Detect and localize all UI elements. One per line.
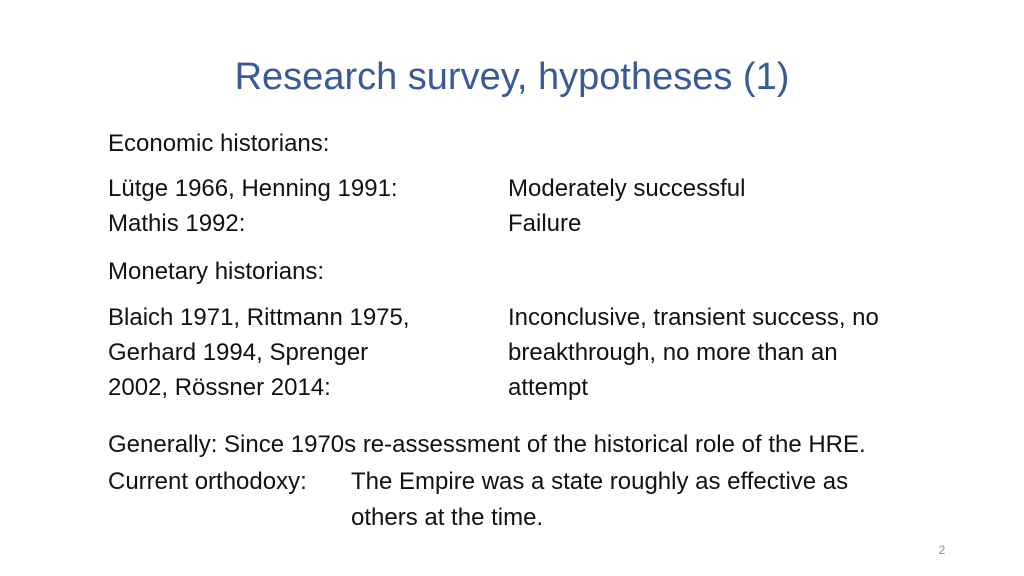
monetary-authors-line-1: Blaich 1971, Rittmann 1975, [108,304,410,331]
economic-authors-1: Lütge 1966, Henning 1991: [108,175,398,202]
monetary-verdict-line-1: Inconclusive, transient success, no [508,304,879,331]
monetary-authors-line-3: 2002, Rössner 2014: [108,374,331,401]
slide-title: Research survey, hypotheses (1) [234,56,790,98]
orthodoxy-text-line-2: others at the time. [351,504,544,531]
orthodoxy-text-line-1: The Empire was a state roughly as effect… [351,468,849,495]
monetary-authors-line-2: Gerhard 1994, Sprenger [108,339,369,366]
economic-verdict-1: Moderately successful [508,175,746,202]
generally-statement: Generally: Since 1970s re-assessment of … [108,431,866,458]
monetary-verdict-line-2: breakthrough, no more than an [508,339,838,366]
monetary-historians-heading: Monetary historians: [108,258,325,285]
economic-authors-2: Mathis 1992: [108,210,246,237]
orthodoxy-label: Current orthodoxy: [108,468,307,495]
economic-historians-heading: Economic historians: [108,130,330,157]
monetary-verdict-line-3: attempt [508,374,589,401]
economic-verdict-2: Failure [508,210,582,237]
page-number: 2 [938,543,946,557]
